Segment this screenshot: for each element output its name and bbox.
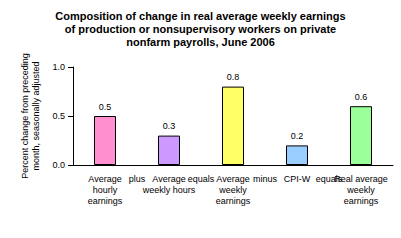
svg-text:0.8: 0.8 (227, 72, 240, 82)
svg-text:0.5: 0.5 (99, 102, 112, 112)
svg-text:weekly: weekly (346, 185, 375, 195)
svg-text:0.3: 0.3 (163, 121, 176, 131)
svg-text:month, seasonally adjusted: month, seasonally adjusted (31, 61, 41, 170)
svg-text:hourly: hourly (93, 185, 118, 195)
svg-text:minus: minus (253, 174, 278, 184)
svg-text:of production or nonsupervisor: of production or nonsupervisory workers … (65, 23, 336, 35)
svg-text:weekly: weekly (218, 185, 247, 195)
svg-text:Percent change from preceding: Percent change from preceding (20, 53, 30, 179)
svg-text:weekly hours: weekly hours (142, 185, 196, 195)
svg-text:plus: plus (129, 174, 146, 184)
svg-text:earnings: earnings (344, 196, 379, 206)
svg-text:Average: Average (216, 174, 249, 184)
svg-text:equals: equals (188, 174, 215, 184)
svg-text:earnings: earnings (88, 196, 123, 206)
svg-text:0.5: 0.5 (52, 111, 65, 121)
svg-text:Composition of change in real: Composition of change in real average we… (55, 10, 345, 22)
svg-text:0.0: 0.0 (52, 160, 65, 170)
svg-text:Real average: Real average (334, 174, 388, 184)
svg-text:Average: Average (88, 174, 121, 184)
svg-text:0.6: 0.6 (355, 92, 368, 102)
svg-text:1.0: 1.0 (52, 62, 65, 72)
svg-text:equals: equals (315, 173, 343, 184)
svg-text:Average: Average (152, 174, 185, 184)
svg-text:nonfarm payrolls, June 2006: nonfarm payrolls, June 2006 (126, 36, 275, 48)
svg-text:0.2: 0.2 (291, 131, 304, 141)
svg-text:CPI-W: CPI-W (284, 174, 311, 184)
svg-text:earnings: earnings (216, 196, 251, 206)
